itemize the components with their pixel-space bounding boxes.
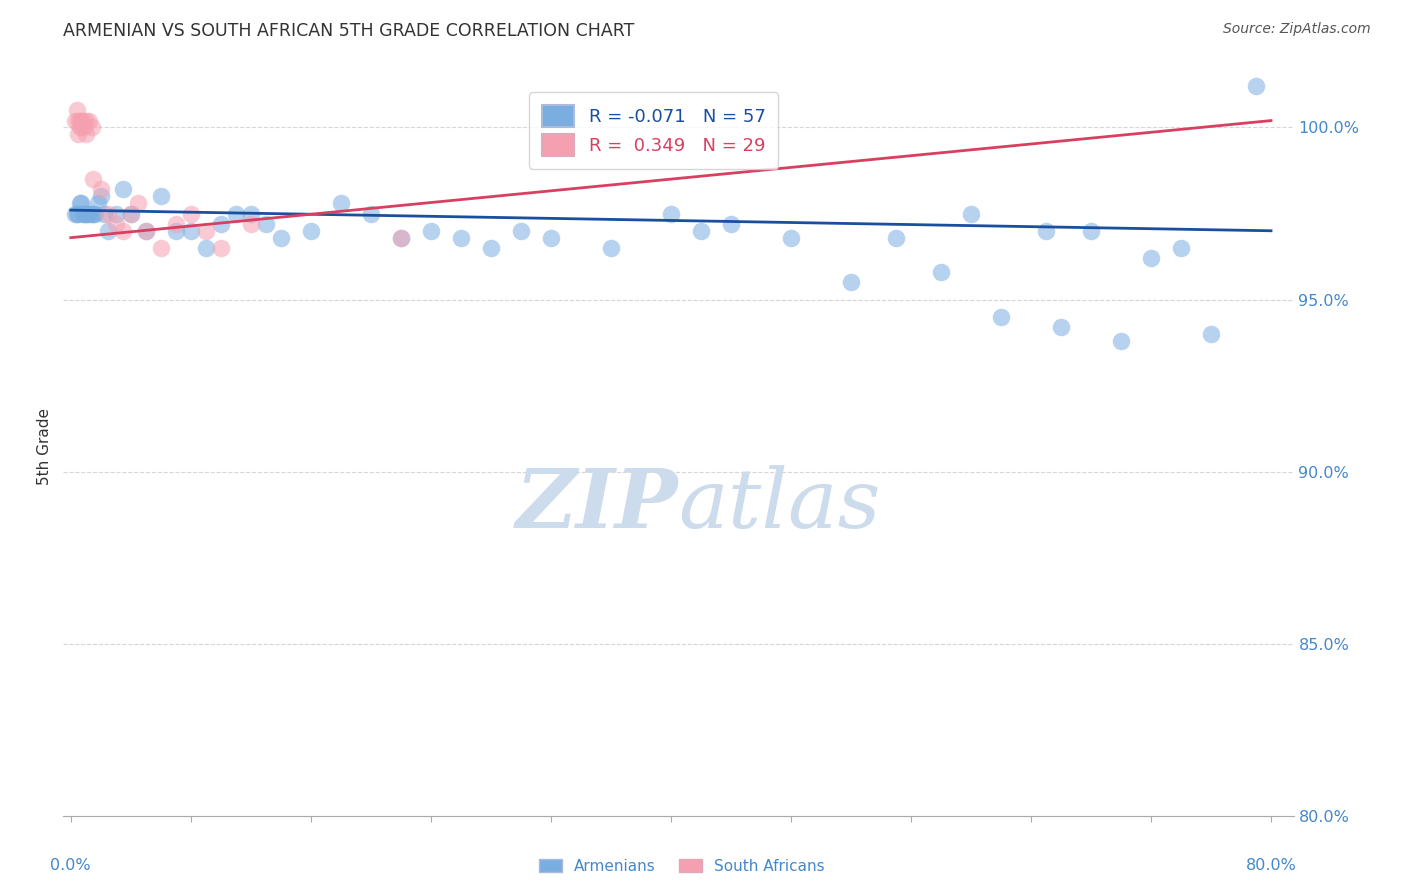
- Point: [1170, 241, 1192, 255]
- Point: [67, 206, 90, 220]
- Point: [66, 206, 89, 220]
- Point: [479, 241, 502, 255]
- Point: [209, 217, 232, 231]
- Point: [80, 206, 103, 220]
- Text: 0.0%: 0.0%: [51, 857, 91, 872]
- Point: [77, 113, 100, 128]
- Point: [165, 217, 187, 231]
- Point: [149, 241, 172, 255]
- Point: [225, 206, 247, 220]
- Point: [67, 128, 90, 142]
- Point: [104, 206, 127, 220]
- Point: [65, 206, 87, 220]
- Point: [75, 113, 97, 128]
- Point: [93, 206, 115, 220]
- Point: [70, 120, 93, 135]
- Point: [209, 241, 232, 255]
- Point: [90, 189, 112, 203]
- Point: [82, 206, 104, 220]
- Point: [599, 241, 621, 255]
- Point: [165, 224, 187, 238]
- Point: [450, 230, 472, 244]
- Text: Source: ZipAtlas.com: Source: ZipAtlas.com: [1223, 22, 1371, 37]
- Point: [239, 217, 262, 231]
- Point: [120, 206, 142, 220]
- Point: [90, 182, 112, 196]
- Point: [1050, 320, 1073, 334]
- Point: [254, 217, 277, 231]
- Point: [389, 230, 412, 244]
- Point: [87, 196, 110, 211]
- Legend: Armenians, South Africans: Armenians, South Africans: [533, 853, 831, 880]
- Point: [69, 196, 91, 211]
- Point: [884, 230, 907, 244]
- Point: [75, 206, 97, 220]
- Point: [65, 113, 87, 128]
- Point: [97, 224, 120, 238]
- Point: [127, 196, 149, 211]
- Point: [180, 206, 202, 220]
- Point: [659, 206, 682, 220]
- Point: [112, 182, 135, 196]
- Point: [72, 113, 94, 128]
- Point: [299, 224, 322, 238]
- Point: [1035, 224, 1057, 238]
- Point: [270, 230, 292, 244]
- Point: [149, 189, 172, 203]
- Point: [990, 310, 1012, 324]
- Point: [135, 224, 157, 238]
- Point: [194, 241, 217, 255]
- Point: [419, 224, 441, 238]
- Text: atlas: atlas: [678, 466, 880, 545]
- Point: [1080, 224, 1102, 238]
- Point: [690, 224, 713, 238]
- Point: [67, 113, 90, 128]
- Point: [112, 224, 135, 238]
- Point: [104, 217, 127, 231]
- Point: [73, 206, 96, 220]
- Point: [1109, 334, 1132, 348]
- Point: [839, 276, 862, 290]
- Point: [135, 224, 157, 238]
- Point: [83, 206, 105, 220]
- Point: [960, 206, 983, 220]
- Y-axis label: 5th Grade: 5th Grade: [37, 408, 52, 484]
- Point: [82, 172, 104, 186]
- Point: [76, 206, 98, 220]
- Point: [389, 230, 412, 244]
- Point: [329, 196, 352, 211]
- Point: [1199, 327, 1222, 342]
- Text: ARMENIAN VS SOUTH AFRICAN 5TH GRADE CORRELATION CHART: ARMENIAN VS SOUTH AFRICAN 5TH GRADE CORR…: [63, 22, 634, 40]
- Point: [1244, 79, 1267, 94]
- Point: [75, 128, 97, 142]
- Legend: R = -0.071   N = 57, R =  0.349   N = 29: R = -0.071 N = 57, R = 0.349 N = 29: [529, 92, 779, 169]
- Point: [1140, 252, 1163, 266]
- Point: [72, 206, 94, 220]
- Point: [77, 206, 100, 220]
- Point: [780, 230, 803, 244]
- Point: [180, 224, 202, 238]
- Point: [69, 113, 91, 128]
- Point: [194, 224, 217, 238]
- Text: ZIP: ZIP: [516, 466, 678, 545]
- Point: [70, 196, 93, 211]
- Point: [540, 230, 562, 244]
- Point: [69, 120, 91, 135]
- Text: 80.0%: 80.0%: [1246, 857, 1296, 872]
- Point: [120, 206, 142, 220]
- Point: [80, 120, 103, 135]
- Point: [70, 113, 93, 128]
- Point: [720, 217, 742, 231]
- Point: [360, 206, 382, 220]
- Point: [97, 206, 120, 220]
- Point: [66, 103, 89, 118]
- Point: [929, 265, 952, 279]
- Point: [509, 224, 531, 238]
- Point: [73, 120, 96, 135]
- Point: [239, 206, 262, 220]
